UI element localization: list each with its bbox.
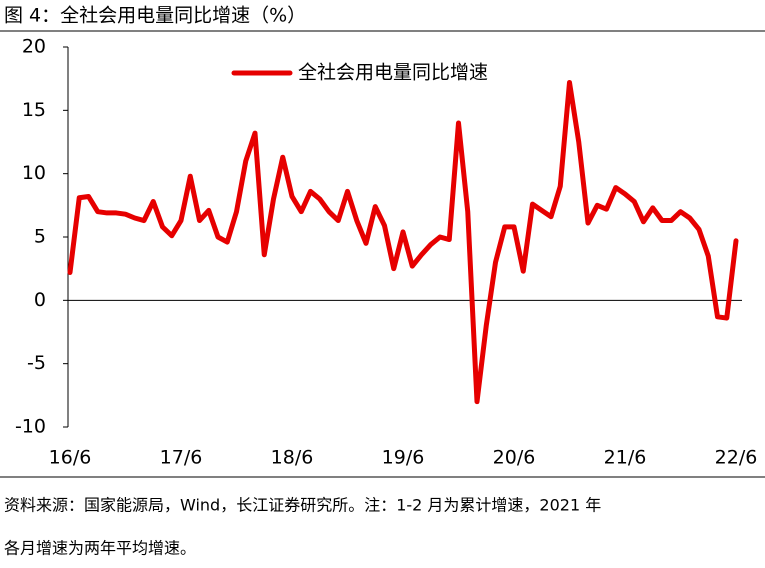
x-tick-label: 16/6: [49, 447, 92, 469]
source-note: 各月增速为两年平均增速。: [4, 539, 196, 558]
y-tick-label: 0: [34, 289, 46, 311]
x-tick-label: 21/6: [604, 447, 647, 469]
y-tick-label: -10: [15, 416, 46, 438]
y-tick-label: 5: [34, 226, 46, 248]
x-tick-label: 22/6: [715, 447, 758, 469]
x-tick-label: 17/6: [160, 447, 203, 469]
x-tick-label: 18/6: [271, 447, 314, 469]
y-tick-label: 20: [22, 36, 46, 58]
x-tick-label: 20/6: [493, 447, 536, 469]
legend-label: 全社会用电量同比增速: [298, 62, 488, 84]
chart-title: 图 4：全社会用电量同比增速（%）: [4, 5, 306, 27]
line-series: [67, 79, 739, 405]
source-note: 资料来源：国家能源局，Wind，长江证券研究所。注：1-2 月为累计增速，202…: [4, 496, 601, 515]
y-tick-label: -5: [27, 352, 46, 374]
y-tick-label: 10: [22, 162, 46, 184]
y-tick-label: 15: [22, 99, 46, 121]
x-tick-label: 19/6: [382, 447, 425, 469]
